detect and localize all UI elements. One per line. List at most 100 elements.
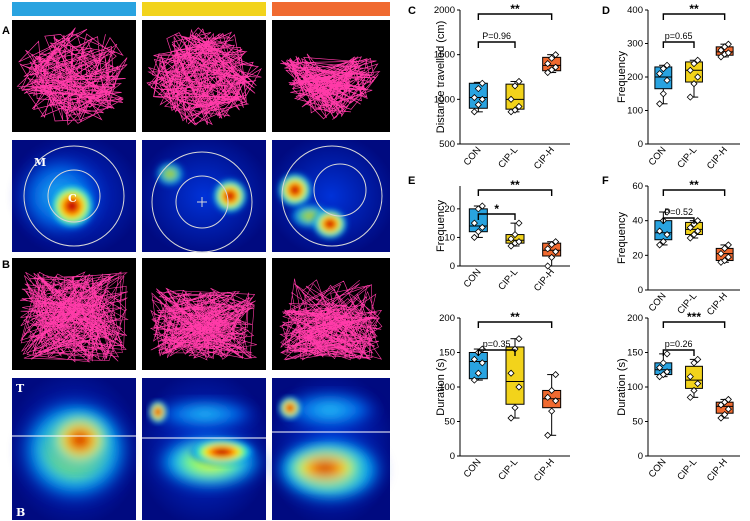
data-point (663, 208, 671, 216)
data-point (544, 262, 552, 270)
data-point (690, 359, 698, 367)
data-point (690, 220, 698, 228)
track-path-cipl (146, 27, 262, 126)
data-point (721, 256, 729, 265)
data-point (544, 393, 552, 401)
track-lines-b (20, 271, 383, 363)
data-point (694, 217, 702, 225)
data-point (548, 253, 556, 261)
y-tick-label: 40 (632, 216, 643, 227)
data-point (659, 65, 667, 73)
sig-bracket (477, 41, 516, 48)
data-point (474, 101, 482, 109)
sig-bracket (477, 213, 516, 220)
y-tick-label: 50 (632, 417, 643, 428)
data-point (690, 386, 698, 395)
data-point (552, 371, 560, 379)
y-axis-label: Distance travelled (cm) (435, 21, 447, 133)
zone-label-t: T (16, 382, 25, 395)
y-axis-label: Frequency (616, 51, 628, 103)
data-point (552, 51, 560, 59)
data-point (470, 93, 478, 102)
category-label: CIP-L (496, 267, 520, 293)
chart-d: 0 100 200 300 400 Frequency CON CIP-L CIP-H p=0.6… (616, 2, 740, 172)
sig-bracket (477, 321, 553, 328)
y-axis-label: Duration (s) (435, 358, 447, 415)
category-label: CON (462, 267, 484, 290)
data-point (474, 369, 482, 377)
sig-label: ** (689, 2, 699, 16)
data-point (686, 234, 694, 242)
data-point (724, 405, 732, 413)
category-label: CON (462, 145, 484, 168)
data-point (721, 244, 729, 252)
category-label: CIP-L (496, 145, 520, 171)
category-label: CIP-H (532, 457, 557, 484)
data-point (659, 237, 667, 246)
data-point (659, 90, 667, 98)
category-label: CIP-H (532, 267, 557, 294)
sig-label: *** (687, 310, 701, 324)
track-lines-a (16, 27, 381, 126)
data-point (721, 411, 729, 419)
group-bar-cipl (142, 2, 266, 16)
sig-bracket (662, 189, 726, 196)
sig-label: ** (510, 2, 520, 16)
data-point (515, 219, 523, 227)
data-point (511, 231, 519, 239)
category-label: CON (647, 145, 669, 168)
track-path-ciph (280, 53, 381, 120)
category-label: CIP-L (675, 457, 699, 483)
y-tick-label: 150 (627, 348, 643, 359)
data-point (478, 79, 486, 87)
category-label: CIP-L (675, 145, 699, 171)
y-tick-label: 2000 (434, 5, 455, 16)
y-tick-label: 1000 (434, 94, 455, 105)
sig-label: p=0.65 (665, 31, 693, 41)
y-tick-label: 200 (439, 313, 455, 324)
y-tick-label: 100 (627, 106, 643, 117)
data-point (548, 386, 556, 395)
data-point (724, 40, 732, 48)
data-point (686, 93, 694, 101)
sig-label: ** (689, 178, 699, 192)
category-label: CIP-H (705, 145, 730, 172)
sig-label: p=0.26 (665, 339, 693, 349)
sig-label: P=0.96 (482, 31, 511, 41)
panel-label-f: F (602, 175, 609, 187)
track-path-con (16, 27, 128, 126)
data-point (724, 241, 732, 249)
data-point (663, 76, 671, 84)
y-tick-label: 150 (439, 348, 455, 359)
sig-bracket (662, 13, 726, 20)
data-point (552, 238, 560, 246)
track-path-b-con (20, 271, 129, 363)
y-tick-label: 10 (444, 232, 455, 243)
zone-label-c: C (68, 192, 77, 205)
data-point (552, 63, 560, 71)
y-tick-label: 50 (444, 417, 455, 428)
y-tick-label: 0 (638, 451, 643, 462)
track-path-b-ciph (279, 278, 383, 361)
data-point (690, 60, 698, 68)
chart-c: 500 1000 1500 2000 Distance travelled (cm) CO… (434, 2, 570, 172)
data-point (515, 383, 523, 391)
data-point (474, 228, 482, 236)
data-point (548, 66, 556, 74)
y-tick-label: 100 (439, 382, 455, 393)
data-point (694, 73, 702, 81)
sig-label: ** (510, 310, 520, 324)
data-point (474, 85, 482, 93)
data-point (656, 241, 664, 249)
data-point (686, 373, 694, 381)
sig-bracket (662, 41, 695, 48)
panel-label-c: C (408, 5, 416, 17)
y-tick-label: 100 (627, 382, 643, 393)
group-bar-con (12, 2, 136, 16)
data-point (659, 359, 667, 367)
category-label: CON (647, 291, 669, 314)
data-point (694, 379, 702, 388)
data-point (694, 355, 702, 363)
